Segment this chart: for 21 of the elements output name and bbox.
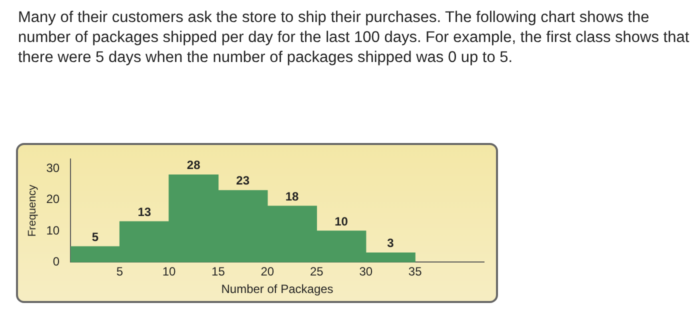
y-tick-label: 20 (46, 192, 60, 206)
x-tick-label: 30 (359, 264, 373, 279)
y-tick-label: 0 (52, 254, 60, 269)
x-tick-label: 20 (260, 264, 274, 279)
x-tick-label: 5 (116, 264, 124, 279)
y-axis-title: Frequency (26, 184, 39, 237)
x-tick-label: 25 (310, 264, 324, 279)
data-label: 3 (387, 236, 394, 250)
x-axis-title: Number of Packages (221, 282, 334, 296)
x-tick-label: 15 (212, 264, 226, 279)
x-tick-label: 35 (408, 264, 422, 279)
text: Many of their customers ask the store to ship their purchases. The following chart shows the number of packages shipped per day for the last 100 days. For example, the first class shows that there were 5 days when the number of packages shipped was 0 up to 5. (18, 8, 690, 68)
y-tick-label: 30 (46, 160, 60, 175)
x-tick-label: 10 (162, 264, 176, 279)
data-label: 28 (186, 158, 201, 172)
data-label: 18 (285, 189, 300, 204)
data-label: 13 (138, 204, 152, 219)
data-label: 5 (92, 230, 99, 244)
data-label: 10 (334, 214, 348, 228)
y-tick-label: 10 (46, 223, 60, 238)
data-label: 23 (236, 174, 250, 188)
